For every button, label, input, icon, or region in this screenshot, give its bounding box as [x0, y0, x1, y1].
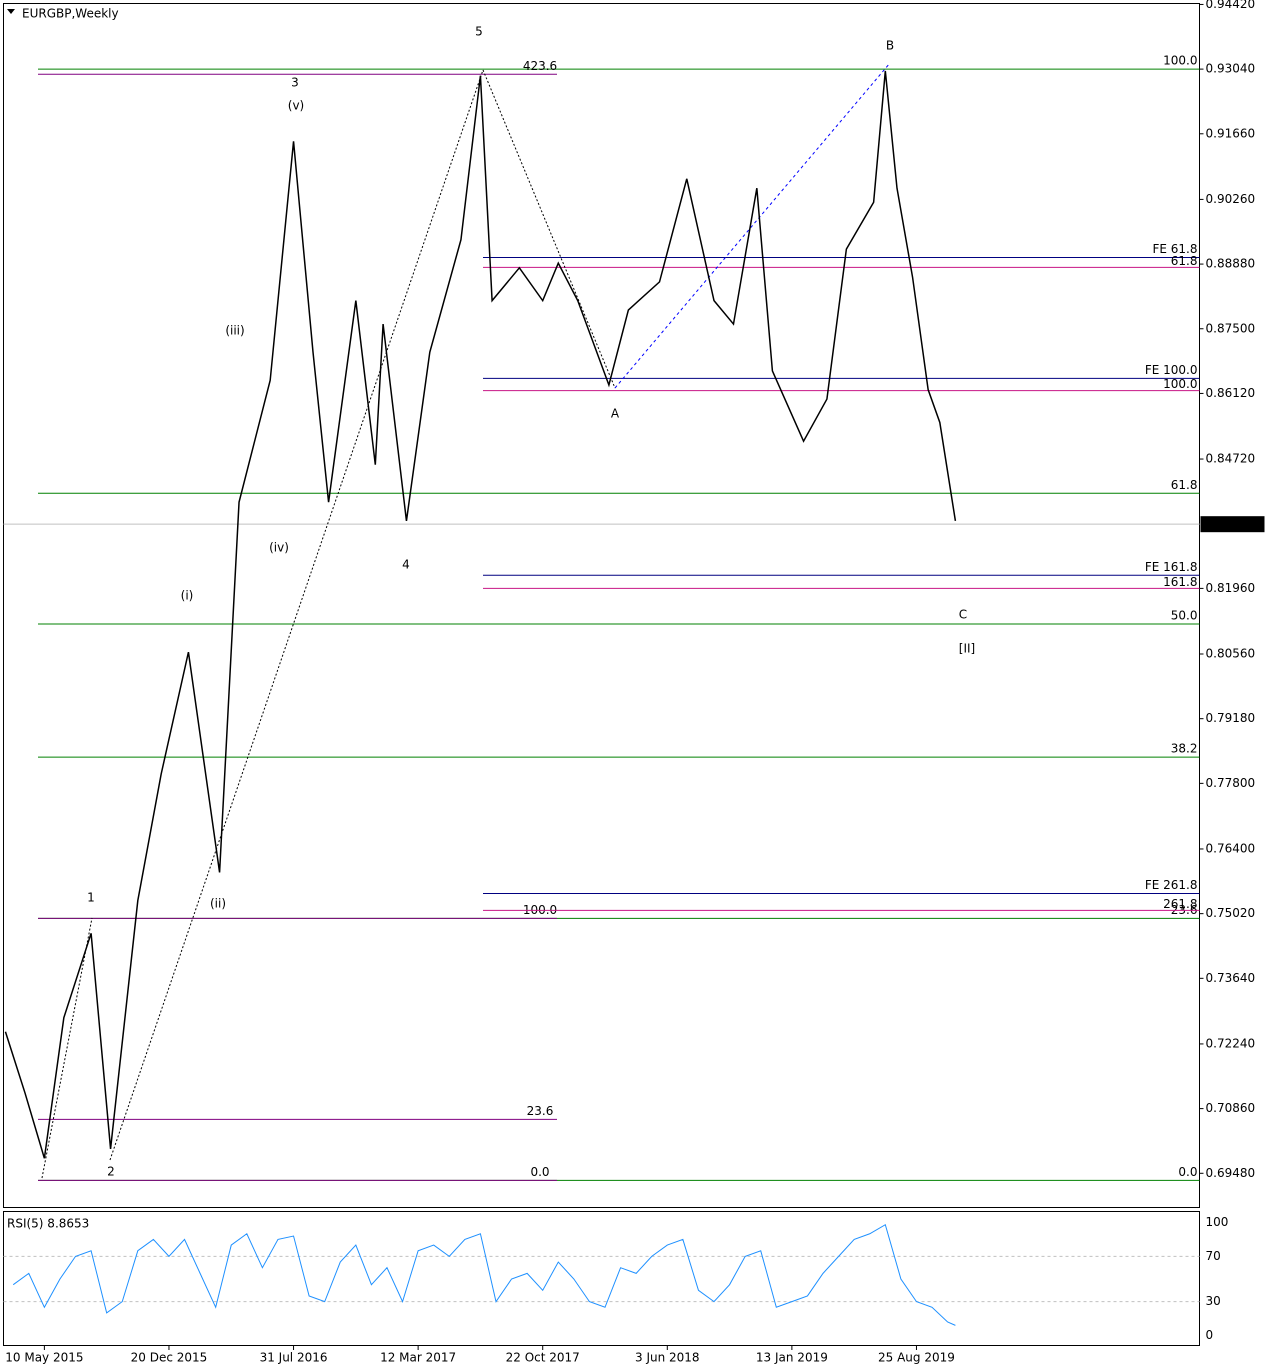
x-tick-label: 3 Jun 2018: [635, 1351, 700, 1365]
wave-label: C: [959, 608, 967, 622]
y-tick-label: 0.87500: [1206, 321, 1256, 335]
level-label: 50.0: [1171, 609, 1198, 623]
wave-label: 3: [291, 76, 299, 90]
wave-label: (iii): [225, 324, 244, 338]
level-label: 61.8: [1171, 478, 1198, 492]
wave-line: [41, 917, 93, 1179]
x-tick-label: 22 Oct 2017: [506, 1351, 580, 1365]
x-tick-label: 31 Jul 2016: [260, 1351, 328, 1365]
x-tick-label: 10 May 2015: [5, 1351, 83, 1365]
y-tick-label: 0.75020: [1206, 906, 1256, 920]
y-tick-label: 0.93040: [1206, 62, 1256, 76]
level-label: 38.2: [1171, 742, 1198, 756]
y-tick-label: 0.94420: [1206, 0, 1256, 11]
wave-label: 4: [402, 558, 410, 572]
menu-arrow: [7, 9, 15, 14]
y-tick-label: 0.86120: [1206, 386, 1256, 400]
level-label: 61.8: [1171, 254, 1198, 268]
series-line: [12, 1223, 956, 1326]
level-label: 161.8: [1163, 575, 1197, 589]
wave-label: 1: [87, 891, 95, 905]
level-label: 23.6: [527, 1104, 554, 1118]
level-label: 23.6: [1171, 903, 1198, 917]
rsi-tick-label: 0: [1206, 1328, 1214, 1342]
y-tick-label: 0.76400: [1206, 841, 1256, 855]
chart-title: EURGBP,Weekly: [22, 7, 119, 21]
y-tick-label: 0.77800: [1206, 776, 1256, 790]
wave-label: A: [611, 407, 620, 421]
y-tick-label: 0.73640: [1206, 971, 1256, 985]
wave-label: (v): [288, 99, 304, 113]
current-price-box: [1200, 516, 1265, 533]
wave-label: 5: [475, 25, 483, 39]
level-label: 100.0: [523, 903, 557, 917]
wave-line: [482, 69, 616, 389]
wave-line: [614, 62, 891, 389]
level-label: FE 261.8: [1145, 878, 1198, 892]
level-label: 0.0: [530, 1165, 549, 1179]
y-tick-label: 0.84720: [1206, 452, 1256, 466]
y-tick-label: 0.88880: [1206, 257, 1256, 271]
y-tick-label: 0.90260: [1206, 192, 1256, 206]
rsi-tick-label: 100: [1206, 1215, 1229, 1229]
wave-line: [109, 69, 484, 1161]
x-tick-label: 12 Mar 2017: [380, 1351, 456, 1365]
level-label: FE 61.8: [1152, 242, 1197, 256]
series-line: [4, 70, 957, 1159]
rsi-frame: [3, 1211, 1200, 1346]
current-price-label: 0.83330: [1205, 517, 1255, 531]
y-tick-label: 0.80560: [1206, 647, 1256, 661]
y-tick-label: 0.81960: [1206, 581, 1256, 595]
level-label: 0.0: [1178, 1165, 1197, 1179]
level-label: 261.8: [1163, 897, 1197, 911]
rsi-tick-label: 30: [1206, 1294, 1221, 1308]
x-tick-label: 25 Aug 2019: [878, 1351, 955, 1365]
y-tick-label: 0.72240: [1206, 1036, 1256, 1050]
level-label: FE 161.8: [1145, 560, 1198, 574]
wave-label: [II]: [959, 642, 975, 656]
wave-label: (i): [181, 589, 194, 603]
wave-label: 2: [107, 1165, 115, 1179]
y-tick-label: 0.69480: [1206, 1166, 1256, 1180]
wave-label: B: [886, 39, 894, 53]
wave-label: (ii): [210, 897, 226, 911]
rsi-tick-label: 70: [1206, 1249, 1221, 1263]
y-tick-label: 0.79180: [1206, 711, 1256, 725]
level-label: 100.0: [1163, 377, 1197, 391]
y-tick-label: 0.70860: [1206, 1101, 1256, 1115]
level-label: 423.6: [523, 59, 557, 73]
wave-label: (iv): [269, 541, 289, 555]
level-label: FE 100.0: [1145, 363, 1198, 377]
y-tick-label: 0.91660: [1206, 126, 1256, 140]
x-tick-label: 20 Dec 2015: [131, 1351, 208, 1365]
x-tick-label: 13 Jan 2019: [756, 1351, 828, 1365]
level-label: 100.0: [1163, 54, 1197, 68]
rsi-title: RSI(5) 8.8653: [7, 1217, 89, 1231]
main-frame: [3, 3, 1200, 1208]
